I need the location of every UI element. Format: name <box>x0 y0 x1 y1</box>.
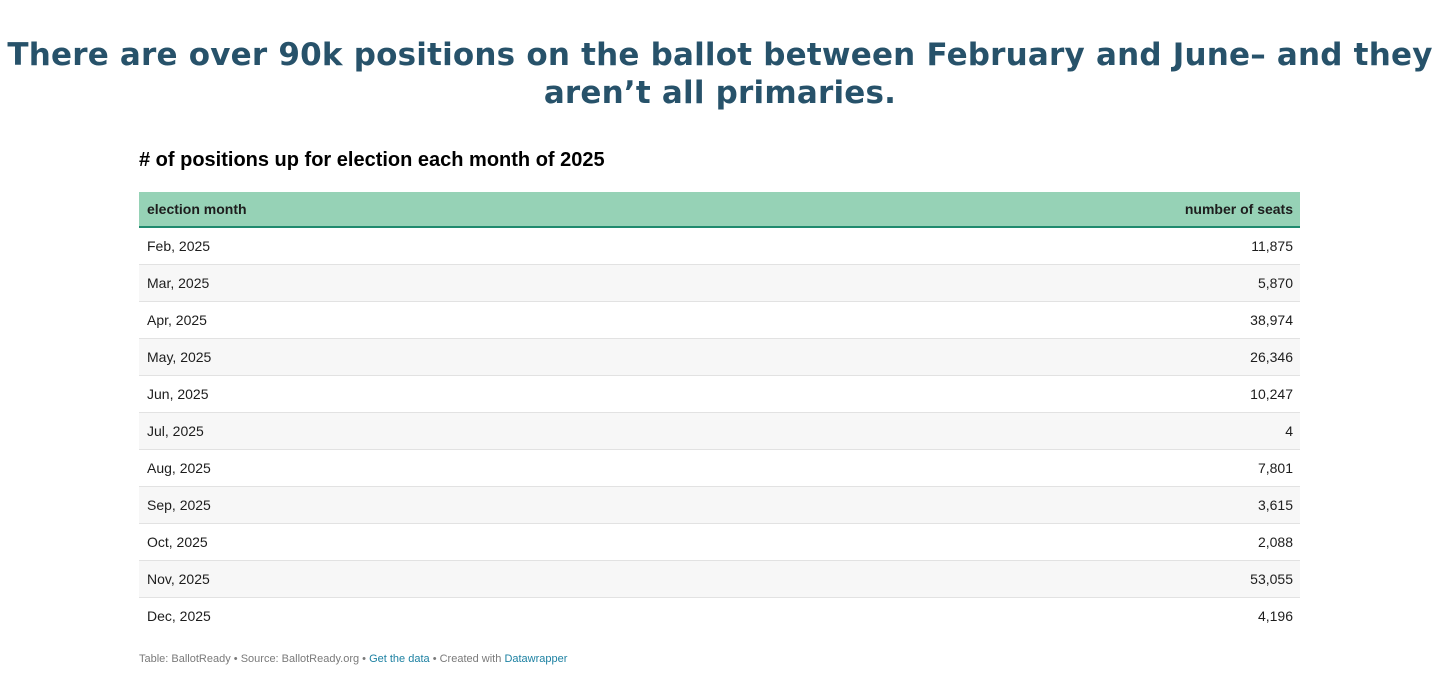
cell-number-of-seats: 4,196 <box>1257 608 1293 624</box>
cell-election-month: Sep, 2025 <box>147 497 211 513</box>
cell-number-of-seats: 10,247 <box>1250 386 1293 402</box>
cell-number-of-seats: 5,870 <box>1257 275 1293 291</box>
table-body: Feb, 2025 11,875 Mar, 2025 5,870 Apr, 2025 38… <box>139 228 1300 634</box>
table-row: Dec, 2025 4,196 <box>139 598 1300 634</box>
page-title: There are over 90k positions on the ball… <box>0 36 1440 112</box>
table-row: Mar, 2025 5,870 <box>139 265 1300 302</box>
page-title-line-2: aren’t all primaries. <box>543 75 897 111</box>
table-row: Oct, 2025 2,088 <box>139 524 1300 561</box>
table-header-row: election month number of seats <box>139 192 1300 228</box>
table-row: Feb, 2025 11,875 <box>139 228 1300 265</box>
cell-election-month: Oct, 2025 <box>147 534 208 550</box>
table-block: # of positions up for election each mont… <box>139 144 1300 634</box>
cell-election-month: Jun, 2025 <box>147 386 209 402</box>
cell-number-of-seats: 2,088 <box>1257 534 1293 550</box>
table-row: Aug, 2025 7,801 <box>139 450 1300 487</box>
table-row: Jul, 2025 4 <box>139 413 1300 450</box>
footer: Table: BallotReady • Source: BallotReady… <box>139 653 567 665</box>
cell-election-month: Aug, 2025 <box>147 460 211 476</box>
footer-created-with: Created with <box>439 653 502 665</box>
table-row: Sep, 2025 3,615 <box>139 487 1300 524</box>
cell-number-of-seats: 4 <box>1285 423 1293 439</box>
cell-election-month: Apr, 2025 <box>147 312 207 328</box>
cell-number-of-seats: 7,801 <box>1257 460 1293 476</box>
footer-source: Source: BallotReady.org <box>240 653 360 665</box>
cell-election-month: Nov, 2025 <box>147 571 210 587</box>
cell-number-of-seats: 26,346 <box>1250 349 1293 365</box>
footer-separator: • <box>359 653 370 665</box>
cell-number-of-seats: 11,875 <box>1251 238 1293 254</box>
cell-number-of-seats: 38,974 <box>1250 312 1293 328</box>
cell-election-month: Jul, 2025 <box>147 423 204 439</box>
footer-separator: • <box>429 653 440 665</box>
table-row: May, 2025 26,346 <box>139 339 1300 376</box>
cell-number-of-seats: 53,055 <box>1250 571 1293 587</box>
table-row: Jun, 2025 10,247 <box>139 376 1300 413</box>
cell-election-month: Mar, 2025 <box>147 275 210 291</box>
page-title-line-1: There are over 90k positions on the ball… <box>7 37 1433 73</box>
cell-election-month: May, 2025 <box>147 349 212 365</box>
table-row: Nov, 2025 53,055 <box>139 561 1300 598</box>
table-title: # of positions up for election each mont… <box>139 149 605 171</box>
cell-election-month: Dec, 2025 <box>147 608 211 624</box>
data-table: election month number of seats Feb, 2025… <box>139 192 1300 634</box>
footer-table-credit: Table: BallotReady <box>139 653 231 665</box>
column-header-election-month[interactable]: election month <box>147 201 247 217</box>
table-row: Apr, 2025 38,974 <box>139 302 1300 339</box>
get-the-data-link[interactable]: Get the data <box>369 653 430 665</box>
cell-number-of-seats: 3,615 <box>1257 497 1293 513</box>
cell-election-month: Feb, 2025 <box>147 238 211 254</box>
column-header-number-of-seats[interactable]: number of seats <box>1184 201 1293 217</box>
datawrapper-link[interactable]: Datawrapper <box>504 653 568 665</box>
footer-separator: • <box>230 653 241 665</box>
